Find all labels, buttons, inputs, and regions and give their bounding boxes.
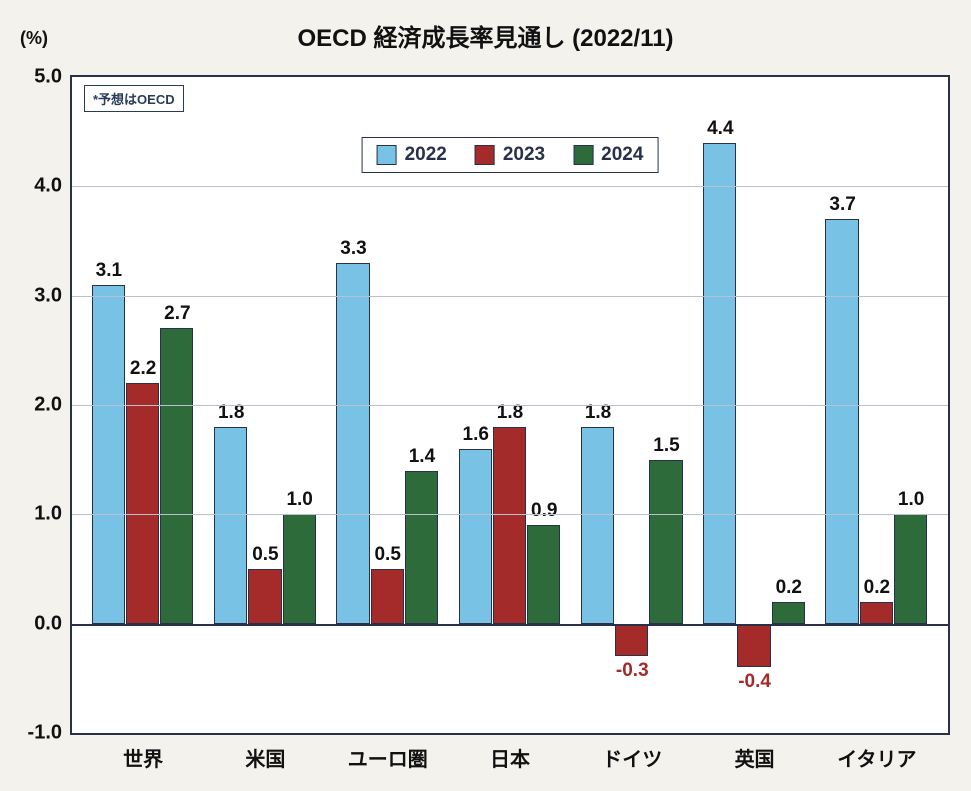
data-label: 1.0 — [898, 489, 924, 511]
data-label: 2.7 — [164, 303, 190, 325]
data-label: 2.2 — [130, 358, 156, 380]
data-label: 4.4 — [707, 118, 733, 140]
bar — [527, 525, 560, 623]
chart-container: (%) OECD 経済成長率見通し (2022/11) *予想はOECD 202… — [0, 0, 971, 791]
y-tick-label: 4.0 — [34, 175, 72, 198]
data-label: -0.3 — [616, 660, 649, 682]
bar — [214, 427, 247, 624]
x-axis-label: ユーロ圏 — [348, 733, 428, 772]
chart-title: OECD 経済成長率見通し (2022/11) — [297, 18, 673, 53]
bar — [737, 624, 770, 668]
x-axis-label: 日本 — [490, 733, 530, 772]
y-axis-unit: (%) — [20, 28, 48, 49]
bar — [894, 514, 927, 623]
data-label: 0.2 — [776, 577, 802, 599]
data-label: 1.0 — [286, 489, 312, 511]
y-tick-label: -1.0 — [28, 722, 72, 745]
x-axis-label: ドイツ — [602, 733, 662, 772]
data-label: 0.5 — [252, 544, 278, 566]
grid-line — [72, 296, 948, 297]
bar — [860, 602, 893, 624]
bar — [772, 602, 805, 624]
bar — [581, 427, 614, 624]
grid-line — [72, 405, 948, 406]
bar — [160, 328, 193, 623]
y-tick-label: 5.0 — [34, 66, 72, 89]
bar — [248, 569, 281, 624]
y-tick-label: 1.0 — [34, 503, 72, 526]
x-axis-label: イタリア — [837, 733, 916, 772]
bar — [405, 471, 438, 624]
data-label: 3.3 — [340, 238, 366, 260]
data-label: 0.5 — [374, 544, 400, 566]
bar — [92, 285, 125, 624]
x-axis-label: 米国 — [245, 733, 285, 772]
grid-line — [72, 624, 948, 626]
y-tick-label: 2.0 — [34, 394, 72, 417]
data-label: 1.5 — [653, 435, 679, 457]
data-label: 3.7 — [829, 194, 855, 216]
bar — [459, 449, 492, 624]
bar — [493, 427, 526, 624]
plot-area: *予想はOECD 202220232024 3.12.22.71.80.51.0… — [70, 75, 950, 735]
grid-line — [72, 514, 948, 515]
y-tick-label: 3.0 — [34, 284, 72, 307]
bar — [649, 460, 682, 624]
bar — [336, 263, 369, 624]
x-axis-label: 世界 — [123, 733, 163, 772]
grid-line — [72, 186, 948, 187]
bar — [825, 219, 858, 624]
data-label: 0.9 — [531, 500, 557, 522]
data-label: 3.1 — [96, 260, 122, 282]
y-tick-label: 0.0 — [34, 612, 72, 635]
bar — [126, 383, 159, 624]
data-label: -0.4 — [738, 671, 771, 693]
data-label: 1.4 — [409, 446, 435, 468]
bar — [371, 569, 404, 624]
bar — [615, 624, 648, 657]
bar — [283, 514, 316, 623]
data-label: 0.2 — [864, 577, 890, 599]
x-axis-label: 英国 — [735, 733, 775, 772]
bar — [703, 143, 736, 624]
data-label: 1.6 — [463, 424, 489, 446]
